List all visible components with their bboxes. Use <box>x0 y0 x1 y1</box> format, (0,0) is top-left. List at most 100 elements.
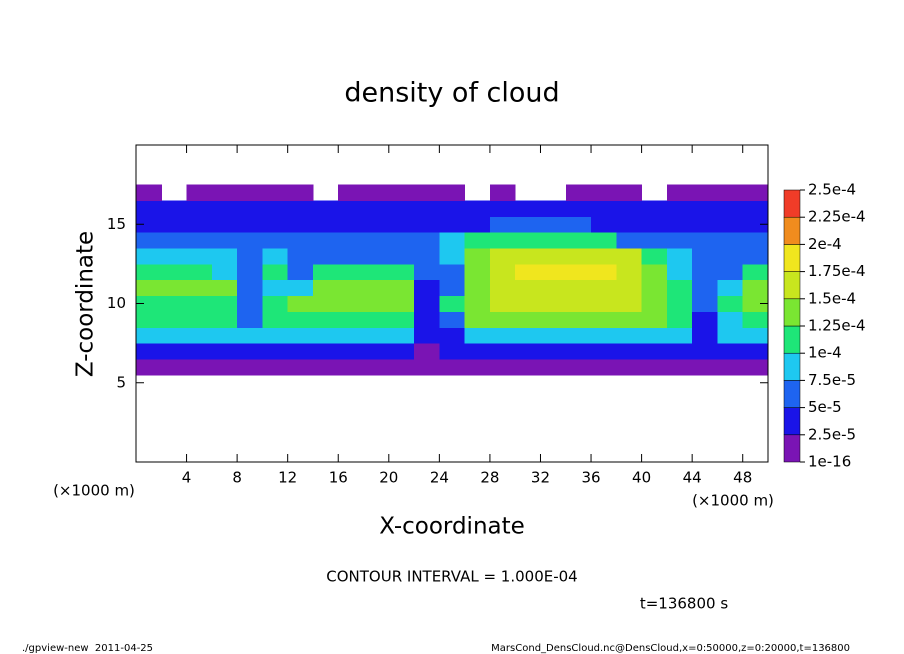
cell <box>515 216 541 233</box>
cell <box>186 295 213 312</box>
cell <box>591 263 617 281</box>
colorbar-label: 1e-16 <box>808 453 851 471</box>
cell <box>666 200 693 217</box>
cell <box>742 295 769 312</box>
cell <box>211 295 238 312</box>
cell <box>363 232 390 249</box>
cell <box>666 248 693 265</box>
colorbar-label: 1.25e-4 <box>808 317 866 335</box>
cell <box>666 343 693 360</box>
cell <box>616 200 643 217</box>
x-tick-label: 24 <box>430 469 449 487</box>
cell <box>211 279 238 297</box>
cell <box>717 216 744 233</box>
colorbar-label: 5e-5 <box>808 398 842 416</box>
cell <box>616 358 643 376</box>
cell <box>464 263 491 281</box>
cell <box>262 184 289 201</box>
cell <box>211 263 238 281</box>
cell <box>717 295 744 312</box>
cell <box>388 311 415 328</box>
cell <box>237 358 263 376</box>
cell <box>439 248 466 265</box>
cell <box>136 232 162 249</box>
cell <box>161 248 188 265</box>
cell <box>287 216 314 233</box>
cell <box>312 295 339 312</box>
cell <box>414 343 440 360</box>
cell <box>237 248 263 265</box>
cell <box>363 200 390 217</box>
colorbar-label: 2.5e-5 <box>808 425 856 443</box>
cell <box>742 263 769 281</box>
cell <box>388 343 415 360</box>
cell <box>136 248 162 265</box>
colorbar-label: 7.5e-5 <box>808 371 856 389</box>
cell <box>211 232 238 249</box>
colorbar-swatch <box>783 434 801 463</box>
cell <box>287 184 314 201</box>
cell <box>237 311 263 328</box>
cell <box>692 358 718 376</box>
cell <box>591 232 617 249</box>
cell <box>363 279 390 297</box>
cell <box>262 200 289 217</box>
cell <box>515 232 541 249</box>
footer-left: ./gpview-new 2011-04-25 <box>22 643 153 654</box>
cell <box>237 184 263 201</box>
x-tick-label: 44 <box>683 469 702 487</box>
cell <box>616 248 643 265</box>
colorbar-swatch <box>783 325 801 354</box>
cell <box>666 279 693 297</box>
cell <box>515 279 541 297</box>
x-unit-label: (×1000 m) <box>692 492 774 510</box>
cell <box>540 263 567 281</box>
cell <box>439 311 466 328</box>
cell <box>186 343 213 360</box>
colorbar-label: 2e-4 <box>808 235 842 253</box>
chart-title: density of cloud <box>344 78 559 109</box>
cell <box>312 263 339 281</box>
cell <box>262 327 289 344</box>
cell <box>338 263 365 281</box>
cell <box>136 311 162 328</box>
cell <box>641 343 668 360</box>
colorbar-swatch <box>783 244 801 272</box>
cell <box>565 358 592 376</box>
cell <box>540 248 567 265</box>
colorbar-swatch <box>783 380 801 408</box>
cell <box>464 343 491 360</box>
cell <box>565 279 592 297</box>
cell <box>515 327 541 344</box>
cell <box>565 200 592 217</box>
cell <box>312 327 339 344</box>
cell <box>692 343 718 360</box>
cell <box>489 295 516 312</box>
cell <box>540 358 567 376</box>
cell <box>338 358 365 376</box>
cell <box>363 248 390 265</box>
cell <box>439 184 466 201</box>
cell <box>338 279 365 297</box>
cell <box>464 295 491 312</box>
x-unit-label: (×1000 m) <box>53 482 135 500</box>
cell <box>211 343 238 360</box>
cell <box>540 279 567 297</box>
cell <box>312 358 339 376</box>
cell <box>540 311 567 328</box>
cell <box>414 200 440 217</box>
cell <box>666 216 693 233</box>
time-note: t=136800 s <box>640 595 728 613</box>
cell <box>616 343 643 360</box>
cell <box>287 311 314 328</box>
cell <box>439 358 466 376</box>
cell <box>666 263 693 281</box>
cell <box>692 311 718 328</box>
cell <box>464 311 491 328</box>
cell <box>363 216 390 233</box>
x-axis-label: X-coordinate <box>379 514 525 540</box>
cell <box>591 295 617 312</box>
cell <box>312 279 339 297</box>
cell <box>262 343 289 360</box>
cell <box>414 184 440 201</box>
